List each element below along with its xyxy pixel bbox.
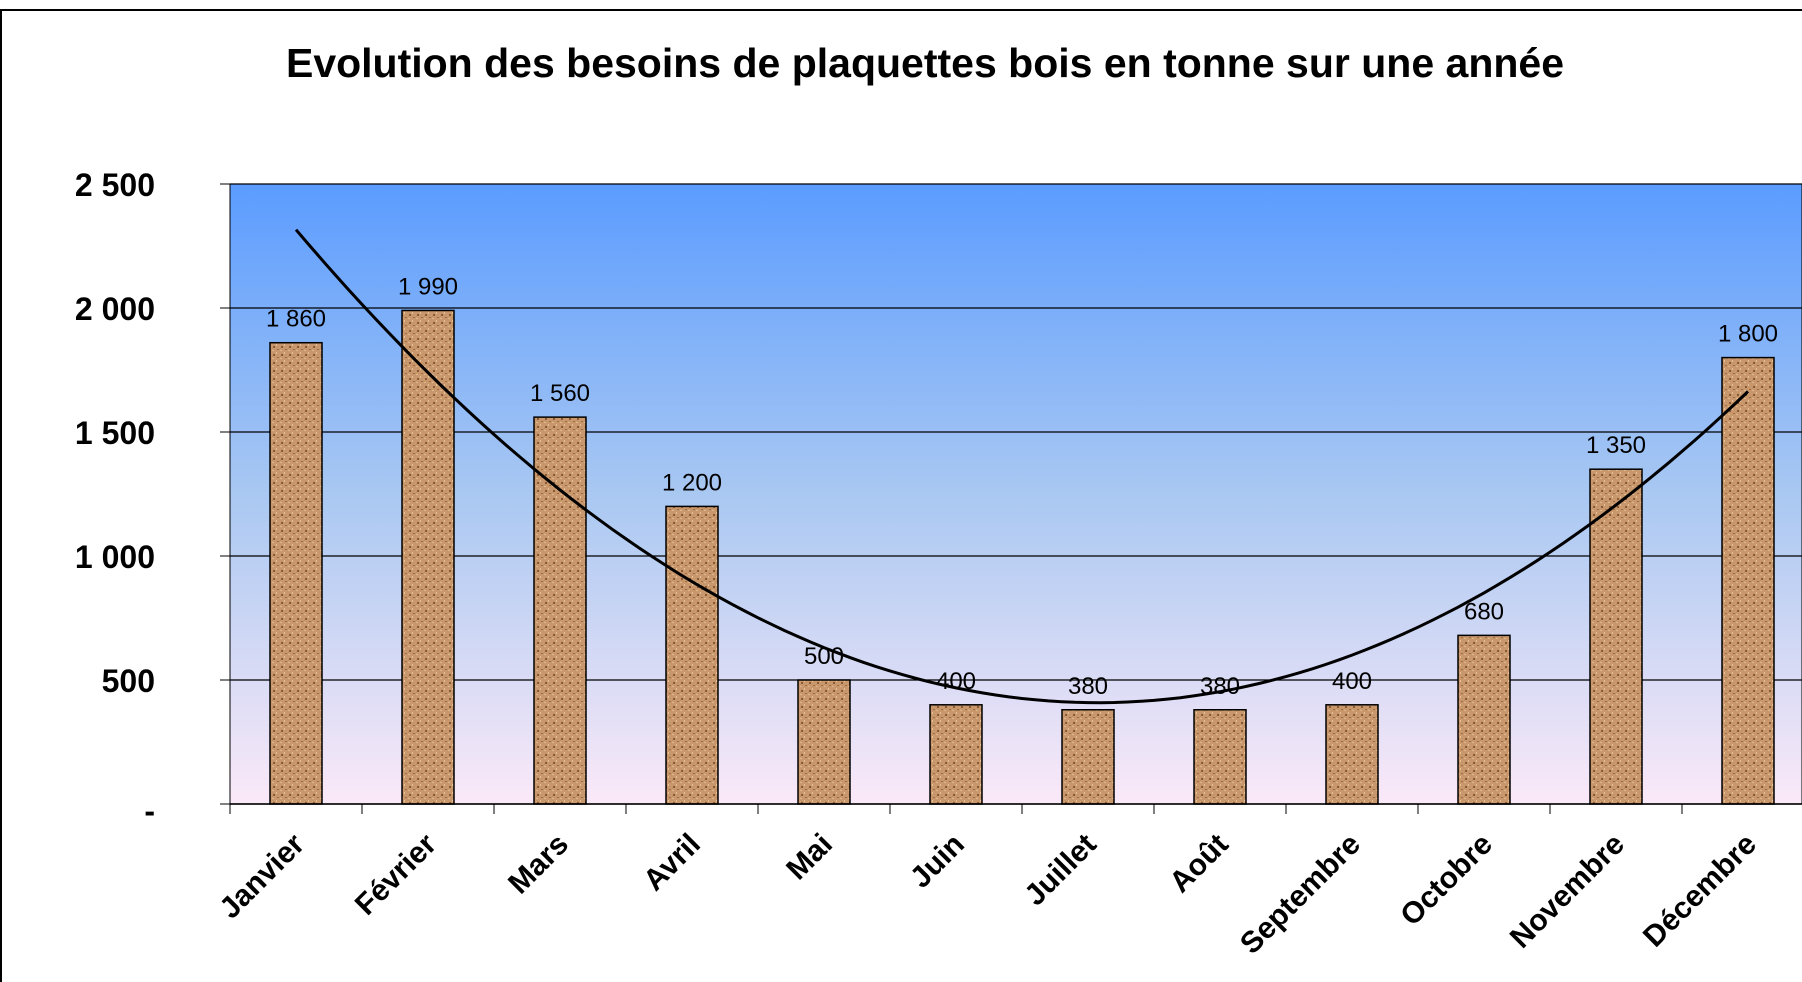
x-tick-label: Octobre: [1394, 828, 1499, 933]
plot-background: [229, 183, 1802, 805]
bar: [269, 341, 323, 805]
y-tick-label: 500: [102, 663, 155, 699]
data-label: 1 350: [1586, 432, 1646, 459]
bar: [665, 505, 719, 805]
x-tick-label: Mai: [780, 828, 839, 887]
x-tick-label: Août: [1163, 828, 1235, 900]
x-tick-label: Mars: [502, 828, 575, 901]
x-tick-label: Septembre: [1234, 828, 1367, 961]
bar: [401, 309, 455, 805]
bar: [1721, 356, 1775, 805]
y-tick-label: 2 000: [75, 291, 155, 327]
data-label: 1 860: [266, 306, 326, 333]
y-tick-label: 1 500: [75, 415, 155, 451]
bar: [797, 679, 851, 805]
bar: [1193, 709, 1247, 805]
x-tick-label: Février: [349, 827, 443, 921]
y-tick-label: 1 000: [75, 539, 155, 575]
plot-area: - 500 1 000 1 500 2 000 2 500 1 860 Janvier 1 99…: [75, 167, 1802, 961]
bar: [1325, 704, 1379, 805]
bar: [1589, 468, 1643, 805]
x-tick-label: Novembre: [1504, 828, 1631, 955]
y-tick-label: -: [144, 793, 155, 829]
data-label: 680: [1464, 598, 1504, 625]
x-tick-label: Juillet: [1018, 828, 1103, 913]
data-label: 380: [1200, 673, 1240, 700]
x-tick-label: Décembre: [1637, 828, 1763, 954]
bar: [1457, 634, 1511, 805]
trendline: [294, 228, 1750, 705]
frame: [0, 9, 1802, 982]
x-tick-label: Avril: [637, 828, 707, 898]
data-label: 1 560: [530, 380, 590, 407]
chart-title: Evolution des besoins de plaquettes bois…: [285, 40, 1565, 86]
x-tick-label: Juin: [904, 828, 971, 895]
data-label: 400: [1332, 668, 1372, 695]
data-label: 1 990: [398, 273, 458, 300]
bar: [929, 704, 983, 805]
data-label: 1 800: [1718, 321, 1778, 348]
y-tick-label: 2 500: [75, 167, 155, 203]
bar: [1061, 709, 1115, 805]
data-label: 1 200: [662, 469, 722, 496]
data-label: 380: [1068, 673, 1108, 700]
bar: [533, 416, 587, 805]
x-tick-label: Janvier: [213, 827, 311, 925]
